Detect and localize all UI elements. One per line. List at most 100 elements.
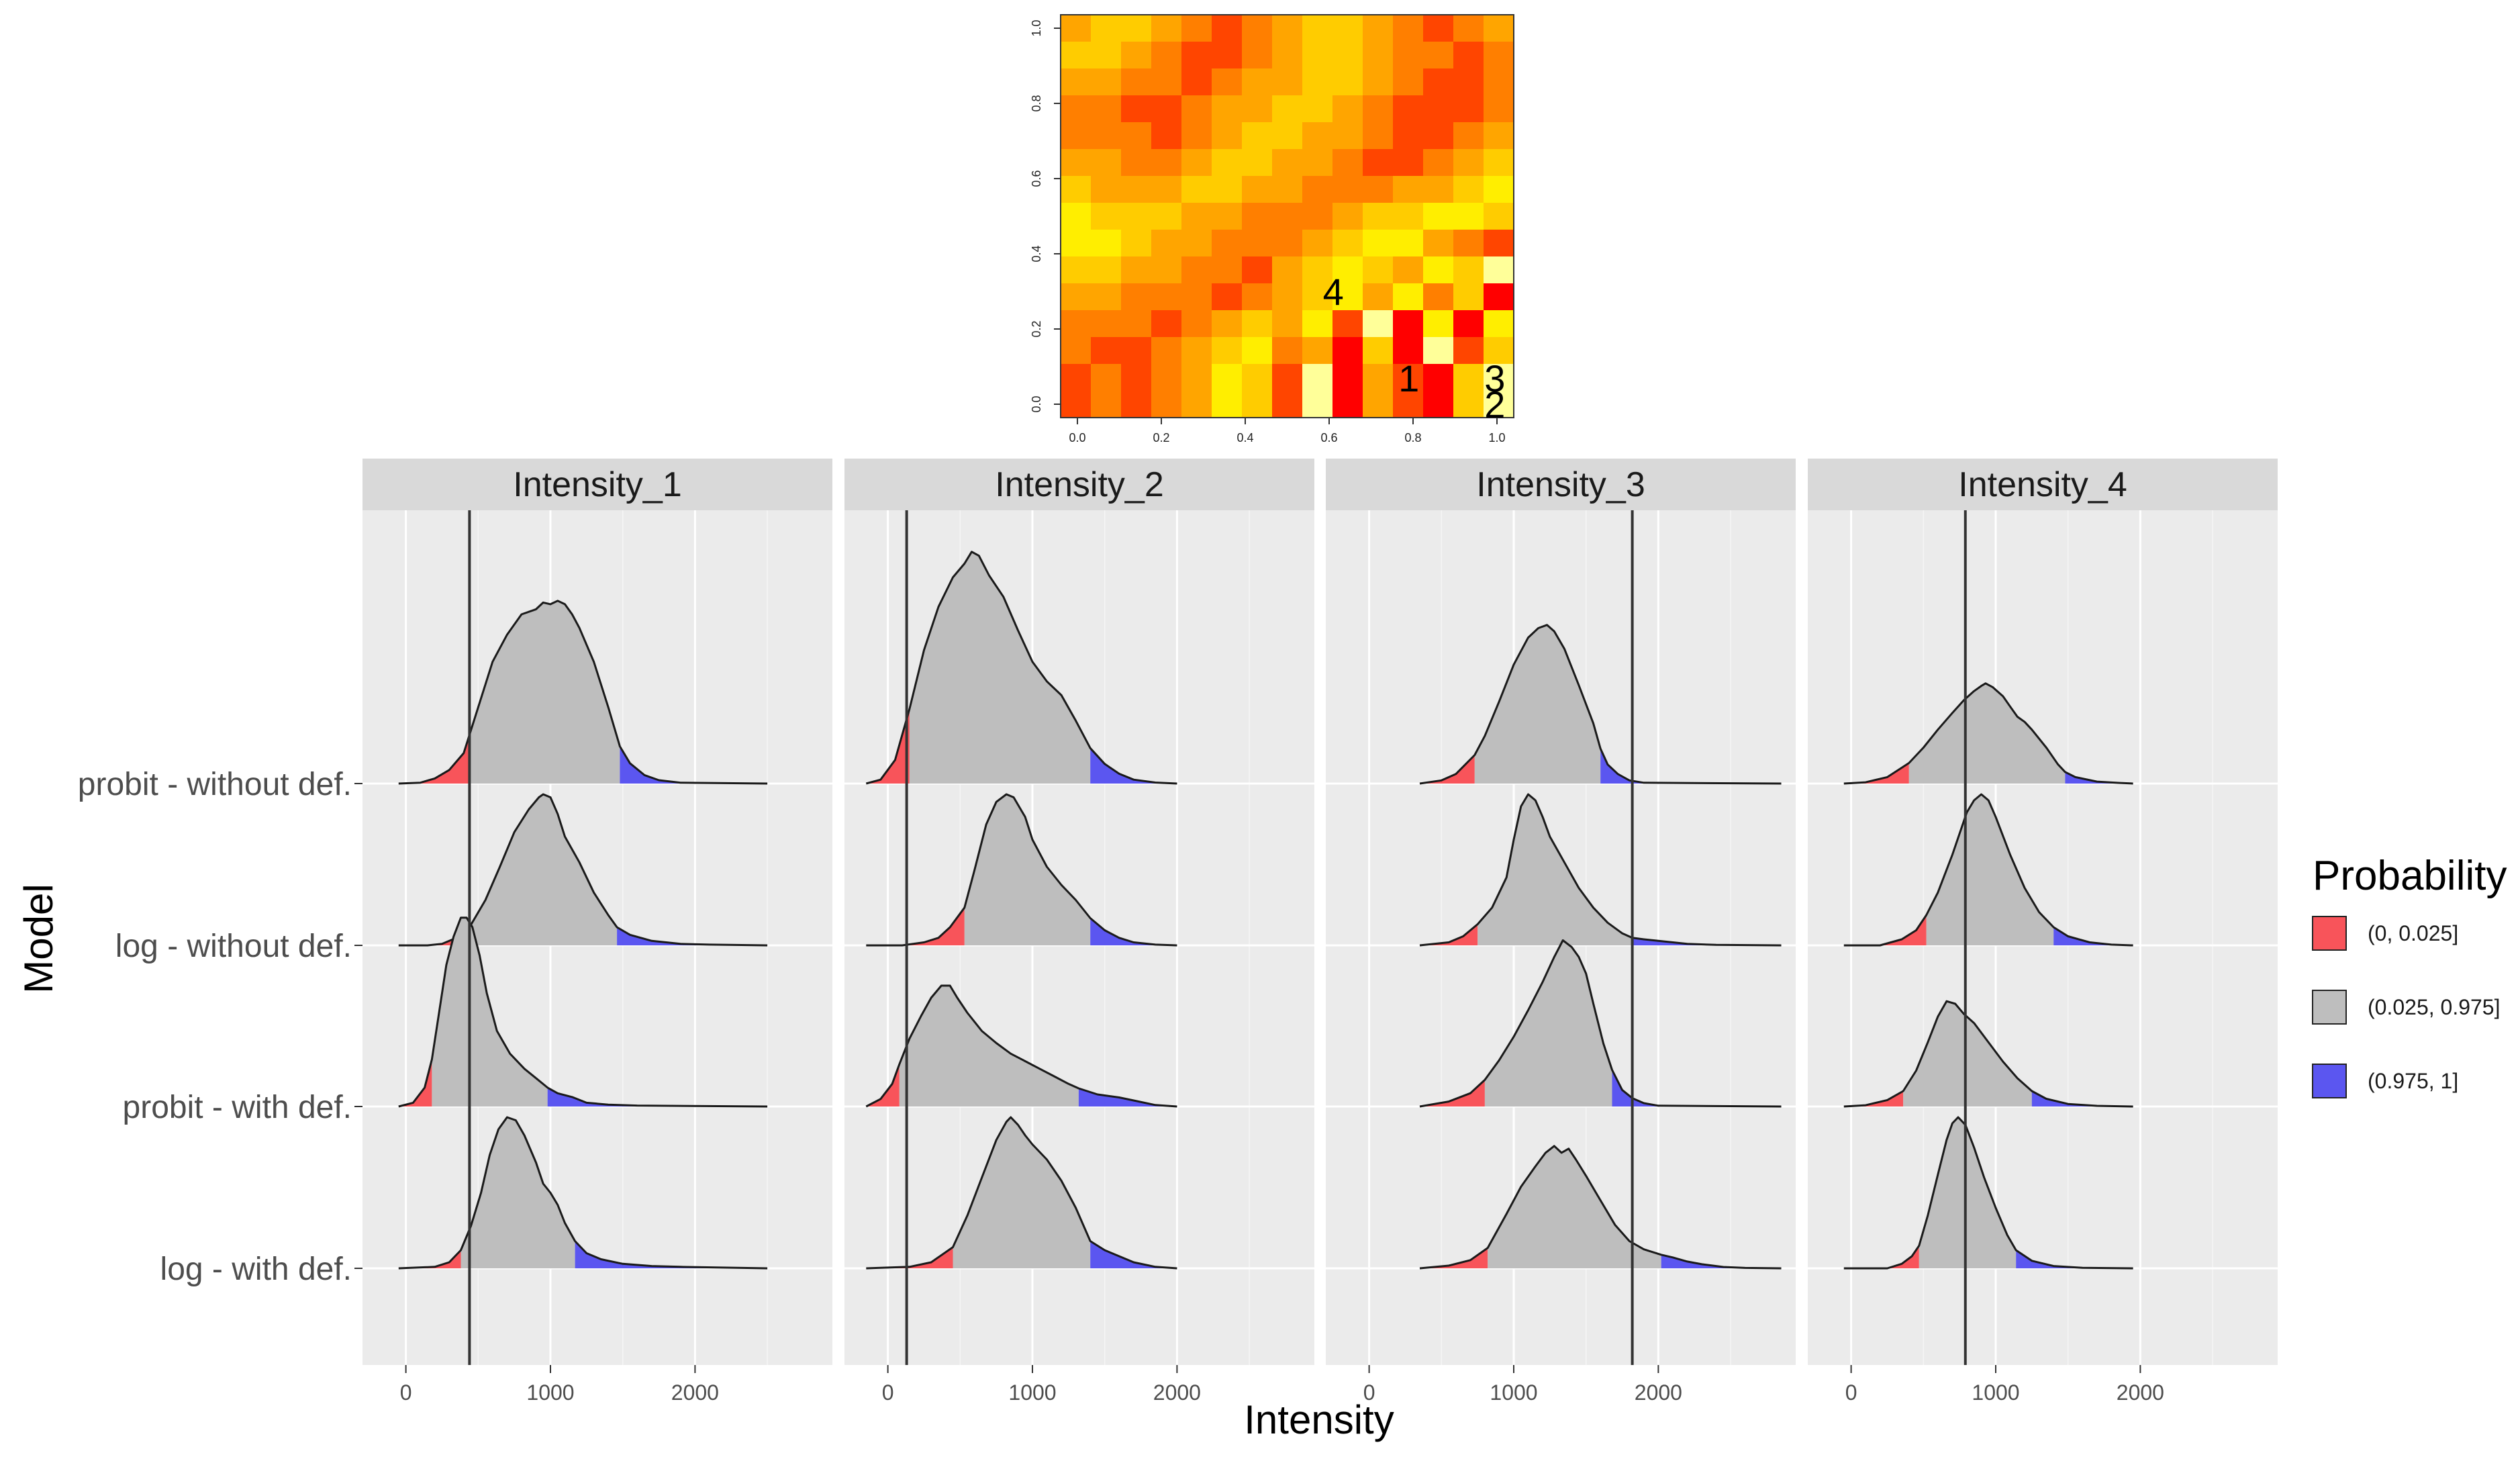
panel-strip-label: Intensity_1 [513,465,682,504]
heatmap-cell [1302,122,1333,150]
heatmap-y-tick-label: 1.0 [1030,19,1043,36]
heatmap-cell [1302,42,1333,69]
legend-label: (0.975, 1] [2368,1069,2458,1093]
heatmap-cell [1212,42,1243,69]
ridge-tail-low [866,1064,900,1107]
heatmap-cell [1121,337,1152,365]
heatmap-cell [1393,176,1424,203]
ridge-tail-low [1420,1248,1488,1268]
heatmap-cell [1212,15,1243,42]
heatmap-cell [1121,176,1152,203]
heatmap-annotation: 3 [1484,357,1505,399]
x-tick-label: 1000 [1972,1380,2019,1405]
heatmap-cell [1181,15,1212,42]
heatmap-cell [1061,337,1092,365]
heatmap-cell [1423,230,1454,257]
legend-title: Probability [2313,853,2507,899]
heatmap-cell [1302,364,1333,391]
heatmap-x-tick-label: 1.0 [1488,431,1505,444]
ridge-tail-high [620,746,768,784]
heatmap-cell [1181,68,1212,96]
heatmap-x-tick-label: 0.6 [1320,431,1337,444]
ridge-body [469,794,618,945]
heatmap-cell [1393,122,1424,150]
heatmap-cell [1332,310,1363,338]
heatmap-cell [1363,122,1394,150]
heatmap-cell [1242,230,1273,257]
heatmap-cell [1121,283,1152,311]
heatmap-y-tick-label: 0.8 [1030,95,1043,111]
heatmap-cell [1091,95,1122,123]
heatmap-cell [1423,337,1454,365]
x-tick-label: 2000 [671,1380,719,1405]
ridge-tail-high [2016,1250,2133,1268]
ridge-tail-low [1420,1080,1485,1107]
heatmap-cell [1423,42,1454,69]
heatmap-cell [1151,42,1182,69]
heatmap-cell [1272,95,1303,123]
heatmap-cell [1453,42,1484,69]
heatmap-cell [1212,68,1243,96]
ridge-outline [1419,1145,1782,1270]
heatmap-x-tick-label: 0.2 [1153,431,1169,444]
heatmap-cell [1242,391,1273,418]
heatmap-cell [1484,310,1514,338]
heatmap-cell [1212,122,1243,150]
heatmap-cell [1332,95,1363,123]
ridge-outline [1419,624,1782,785]
intensity-axis: 0 1000 2000 0 1000 2000 0 1000 2000 0 1000 2000 [400,1365,2164,1405]
heatmap-cells [1061,15,1514,418]
heatmap-cell [1393,310,1424,338]
ridge-tail-high [1661,1254,1782,1268]
ridge-outline [1843,682,2133,785]
ridge-tail-high [1632,937,1782,945]
heatmap-cell [1423,256,1454,284]
heatmap-cell [1393,15,1424,42]
heatmap-x-tick-label: 0.4 [1237,431,1253,444]
heatmap-cell [1121,95,1152,123]
heatmap-cell [1242,68,1273,96]
heatmap-cell [1091,203,1122,230]
heatmap-annotation: 1 [1398,357,1419,399]
heatmap-cell [1242,42,1273,69]
heatmap-cell [1332,283,1363,311]
heatmap-cell [1121,149,1152,177]
heatmap-cell [1181,149,1212,177]
y-axis-title: Model [16,884,61,993]
x-tick-label: 0 [400,1380,412,1405]
ridge-outline [866,793,1177,947]
heatmap-cell [1484,283,1514,311]
heatmap-cell [1061,15,1092,42]
heatmap-cell [1453,283,1484,311]
heatmap-cell [1091,230,1122,257]
heatmap-y-tick-label: 0.2 [1030,320,1043,337]
heatmap-cell [1242,95,1273,123]
heatmap-cell [1453,364,1484,391]
ridge [1419,624,1782,785]
ridge [1419,793,1782,947]
heatmap-cell [1302,68,1333,96]
heatmap-cell [1121,15,1152,42]
ridge-outline [1419,939,1782,1108]
heatmap-cell [1272,283,1303,311]
x-axis-title: Intensity [1244,1397,1394,1442]
heatmap-cell [1272,68,1303,96]
heatmap-cell [1091,42,1122,69]
heatmap-cell [1453,68,1484,96]
heatmap-cell [1453,15,1484,42]
heatmap-x-tick-label: 0.8 [1404,431,1421,444]
heatmap-cell [1453,149,1484,177]
heatmap-cell [1091,310,1122,338]
heatmap-cell [1151,283,1182,311]
heatmap-annotation: 2 [1484,383,1505,426]
ridge-outline [1843,1116,2133,1270]
heatmap-cell [1061,176,1092,203]
heatmap-cell [1212,310,1243,338]
heatmap-y-tick-label: 0.0 [1030,395,1043,412]
heatmap-cell [1363,149,1394,177]
heatmap-cell [1091,176,1122,203]
heatmap-cell [1453,95,1484,123]
heatmap-cell [1181,310,1212,338]
heatmap-cell [1272,230,1303,257]
heatmap-x-tick-label: 0.0 [1069,431,1085,444]
